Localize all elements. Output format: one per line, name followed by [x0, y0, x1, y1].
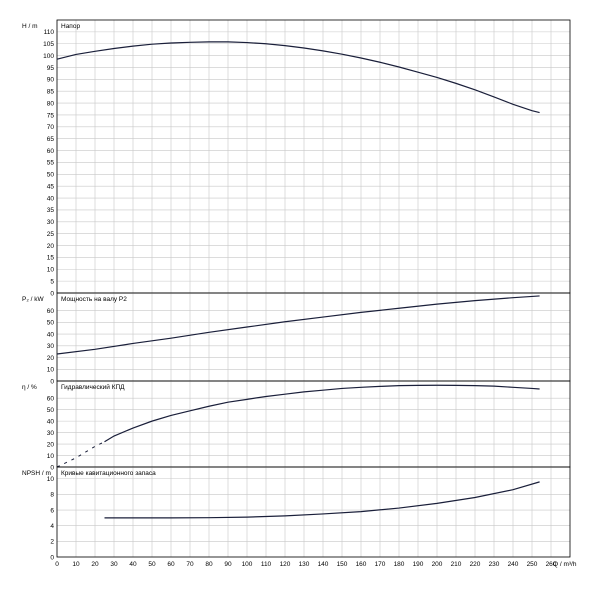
y-tick-label: 60	[47, 148, 55, 155]
y-tick-label: 75	[47, 112, 55, 119]
y-tick-label: 10	[47, 367, 55, 374]
y-tick-label: 0	[50, 464, 54, 471]
y-tick-label: 45	[47, 183, 55, 190]
x-tick-label: 200	[432, 561, 443, 568]
panel-title: Гидравлический КПД	[61, 383, 125, 391]
panel-title: Напор	[61, 23, 80, 30]
y-tick-label: 6	[50, 507, 54, 514]
x-tick-label: 180	[394, 561, 405, 568]
x-tick-label: 150	[337, 561, 348, 568]
x-tick-label: 160	[356, 561, 367, 568]
y-tick-label: 100	[43, 53, 54, 60]
x-tick-label: 50	[148, 561, 156, 568]
x-tick-label: 220	[470, 561, 481, 568]
x-axis: 0 10 20 30 40 50 60 70 80 90 100 110 120 130 140 150 160…	[55, 561, 577, 568]
y-tick-label: 15	[47, 255, 55, 262]
x-tick-label: 190	[413, 561, 424, 568]
x-tick-label: 120	[280, 561, 291, 568]
x-tick-label: 20	[91, 561, 99, 568]
x-tick-label: 40	[129, 561, 137, 568]
x-tick-label: 250	[527, 561, 538, 568]
x-tick-label: 170	[375, 561, 386, 568]
y-tick-label: 2	[50, 539, 54, 546]
y-tick-label: 50	[47, 320, 55, 327]
y-tick-label: 25	[47, 231, 55, 238]
panel-frame	[56, 19, 571, 294]
y-axis-label: η / %	[22, 384, 37, 391]
y-tick-label: 8	[50, 492, 54, 499]
series-line-power	[56, 295, 540, 355]
y-tick-label: 0	[50, 554, 54, 561]
y-tick-label: 60	[47, 308, 55, 315]
panel-title: Мощность на валу P2	[61, 296, 127, 303]
series-line-efficiency	[104, 384, 540, 443]
y-tick-label: 110	[44, 29, 55, 36]
y-tick-label: 40	[47, 418, 55, 425]
x-tick-label: 0	[55, 561, 59, 568]
panel-title: Кривые кавитационного запаса	[61, 470, 156, 477]
y-tick-label: 4	[50, 523, 54, 530]
x-axis-label: Q / m³/h	[553, 561, 577, 568]
y-tick-label: 20	[47, 355, 55, 362]
x-tick-label: 130	[299, 561, 310, 568]
panel-frame	[56, 292, 571, 382]
y-tick-label: 5	[50, 278, 54, 285]
y-axis-label: H / m	[22, 23, 38, 30]
y-tick-label: 50	[47, 407, 55, 414]
x-tick-label: 70	[186, 561, 194, 568]
y-tick-label: 90	[47, 77, 55, 84]
y-tick-label: 10	[47, 476, 55, 483]
series-line-head	[56, 41, 540, 114]
y-tick-label: 20	[47, 243, 55, 250]
x-tick-label: 140	[318, 561, 329, 568]
series-line-efficiency-dashed	[56, 441, 105, 468]
x-tick-label: 100	[242, 561, 253, 568]
x-tick-label: 80	[205, 561, 213, 568]
y-axis-label: P₂ / kW	[22, 296, 45, 303]
y-tick-label: 0	[50, 378, 54, 385]
x-tick-label: 110	[261, 561, 272, 568]
y-tick-label: 70	[47, 124, 55, 131]
y-tick-label: 80	[47, 100, 55, 107]
x-tick-label: 10	[72, 561, 80, 568]
y-tick-label: 40	[47, 195, 55, 202]
y-tick-label: 65	[47, 136, 55, 143]
y-tick-label: 55	[47, 160, 55, 167]
y-tick-label: 30	[47, 219, 55, 226]
y-tick-label: 0	[50, 290, 54, 297]
panel-efficiency: 0 10 20 30 40 50 60 η / % Гидравлический КПД	[22, 380, 571, 471]
x-tick-label: 90	[224, 561, 232, 568]
x-tick-label: 240	[508, 561, 519, 568]
y-tick-label: 60	[47, 396, 55, 403]
y-tick-label: 10	[47, 453, 55, 460]
y-tick-label: 20	[47, 441, 55, 448]
y-tick-label: 30	[47, 430, 55, 437]
y-tick-label: 85	[47, 89, 55, 96]
y-tick-label: 10	[47, 267, 55, 274]
y-tick-label: 30	[47, 343, 55, 350]
x-tick-label: 230	[489, 561, 500, 568]
y-tick-label: 35	[47, 207, 55, 214]
y-tick-label: 95	[47, 65, 55, 72]
series-line-npsh	[104, 481, 540, 519]
panel-head: 0 5 10 15 20 25 30 35 40 45 50 55 60 65 70 75 80 85 90 95 10…	[22, 19, 571, 297]
y-axis-label: NPSH / m	[22, 470, 51, 477]
y-tick-label: 105	[43, 41, 54, 48]
x-tick-label: 30	[110, 561, 118, 568]
y-tick-label: 40	[47, 331, 55, 338]
x-tick-label: 60	[167, 561, 175, 568]
x-tick-label: 260	[546, 561, 557, 568]
x-tick-label: 210	[451, 561, 462, 568]
panel-frame	[56, 466, 571, 558]
y-tick-label: 50	[47, 172, 55, 179]
panel-frame	[56, 380, 571, 468]
